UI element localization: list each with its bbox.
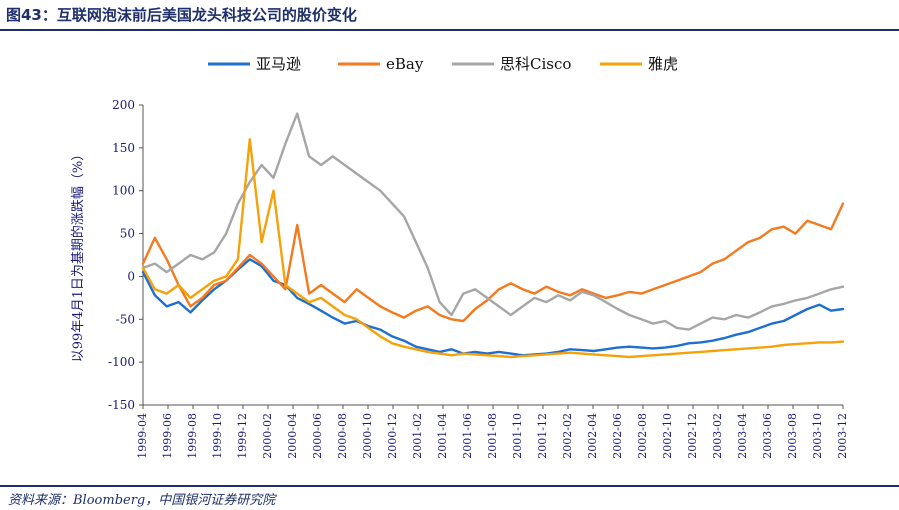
legend-label: 亚马逊 (256, 55, 301, 73)
x-tick-label: 1999-06 (161, 413, 174, 459)
line-chart: 亚马逊 eBay 思科Cisco 雅虎 -150 -100 -50 0 50 100 150 200… (70, 55, 849, 459)
x-tick-label: 2002-02 (561, 413, 574, 459)
series-line-3 (141, 138, 845, 359)
x-tick-label: 2003-12 (836, 413, 849, 459)
y-tick-label: 50 (120, 227, 135, 241)
x-tick-label: 2000-08 (336, 413, 349, 459)
x-tick-label: 2000-04 (286, 413, 299, 459)
footer-rule (0, 485, 899, 487)
y-tick-label: -100 (108, 355, 135, 369)
legend-label: 思科Cisco (500, 55, 571, 73)
chart-legend: 亚马逊 eBay 思科Cisco 雅虎 (208, 55, 678, 73)
x-tick-label: 2001-06 (461, 413, 474, 459)
chart-series (141, 112, 845, 359)
y-tick-label: 200 (112, 98, 135, 112)
x-tick-label: 2000-06 (311, 413, 324, 459)
x-tick-label: 2002-12 (686, 413, 699, 459)
x-tick-label: 2003-04 (736, 413, 749, 459)
x-tick-label: 2002-06 (611, 413, 624, 459)
x-tick-label: 2002-04 (586, 413, 599, 459)
x-tick-label: 2003-06 (761, 413, 774, 459)
y-tick-label: -50 (116, 312, 135, 326)
chart-title: 图43：互联网泡沫前后美国龙头科技公司的股价变化 (6, 6, 357, 24)
x-tick-label: 2002-10 (661, 413, 674, 459)
x-tick-label: 1999-08 (186, 413, 199, 459)
header-rule (0, 29, 899, 31)
chart-axes: -150 -100 -50 0 50 100 150 200 1999-04 1999-06 199… (108, 98, 849, 459)
x-tick-label: 1999-12 (236, 413, 249, 459)
x-tick-label: 2003-10 (811, 413, 824, 459)
y-tick-label: 150 (112, 141, 135, 155)
series-line-1 (141, 202, 845, 323)
y-tick-label: 100 (112, 184, 135, 198)
series-line-2 (141, 112, 845, 331)
legend-label: 雅虎 (648, 55, 678, 73)
x-tick-label: 2003-02 (711, 413, 724, 459)
series-line-0 (141, 258, 845, 357)
y-tick-label: 0 (127, 269, 135, 283)
y-tick-label: -150 (108, 398, 135, 412)
x-tick-label: 2001-10 (511, 413, 524, 459)
y-axis-label: 以99年4月1日为基期的涨跌幅（%） (70, 148, 86, 362)
x-tick-label: 2001-08 (486, 413, 499, 459)
legend-label: eBay (386, 55, 424, 73)
x-tick-label: 2000-02 (261, 413, 274, 459)
x-tick-label: 2002-08 (636, 413, 649, 459)
x-tick-label: 1999-10 (211, 413, 224, 459)
x-tick-label: 2000-12 (386, 413, 399, 459)
x-tick-label: 2000-10 (361, 413, 374, 459)
source-note: 资料来源：Bloomberg，中国银河证券研究院 (8, 493, 276, 508)
x-tick-label: 2001-04 (436, 413, 449, 459)
x-tick-label: 2001-12 (536, 413, 549, 459)
x-tick-label: 2003-08 (786, 413, 799, 459)
x-tick-label: 1999-04 (136, 413, 149, 459)
x-tick-label: 2001-02 (411, 413, 424, 459)
